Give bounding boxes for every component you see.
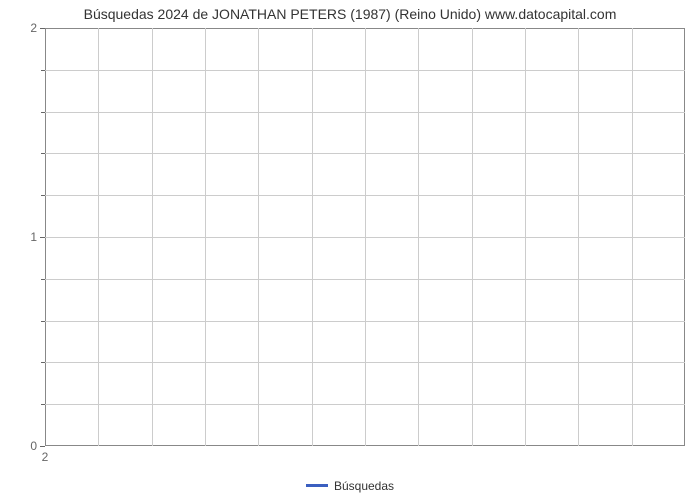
gridline-horizontal	[45, 362, 685, 363]
chart-title: Búsquedas 2024 de JONATHAN PETERS (1987)…	[0, 6, 700, 22]
gridline-horizontal	[45, 195, 685, 196]
searches-chart: Búsquedas 2024 de JONATHAN PETERS (1987)…	[0, 0, 700, 500]
gridline-horizontal	[45, 70, 685, 71]
y-axis-tick-label: 2	[7, 21, 37, 35]
gridline-horizontal	[45, 237, 685, 238]
x-axis-tick-label: 2	[42, 450, 49, 464]
chart-legend: Búsquedas	[0, 478, 700, 493]
y-axis-tick-mark	[40, 28, 45, 29]
gridline-horizontal	[45, 279, 685, 280]
y-axis-minor-tick-mark	[41, 279, 45, 280]
y-axis-tick-label: 0	[7, 439, 37, 453]
y-axis-minor-tick-mark	[41, 112, 45, 113]
y-axis-minor-tick-mark	[41, 70, 45, 71]
y-axis-minor-tick-mark	[41, 362, 45, 363]
y-axis-minor-tick-mark	[41, 195, 45, 196]
y-axis-minor-tick-mark	[41, 404, 45, 405]
y-axis-tick-mark	[40, 237, 45, 238]
y-axis-tick-label: 1	[7, 230, 37, 244]
y-axis-tick-mark	[40, 446, 45, 447]
gridline-horizontal	[45, 321, 685, 322]
gridline-horizontal	[45, 404, 685, 405]
y-axis-minor-tick-mark	[41, 153, 45, 154]
gridline-horizontal	[45, 153, 685, 154]
legend-swatch	[306, 484, 328, 487]
plot-area	[45, 28, 685, 446]
legend-label: Búsquedas	[334, 479, 394, 493]
gridline-horizontal	[45, 112, 685, 113]
y-axis-minor-tick-mark	[41, 321, 45, 322]
